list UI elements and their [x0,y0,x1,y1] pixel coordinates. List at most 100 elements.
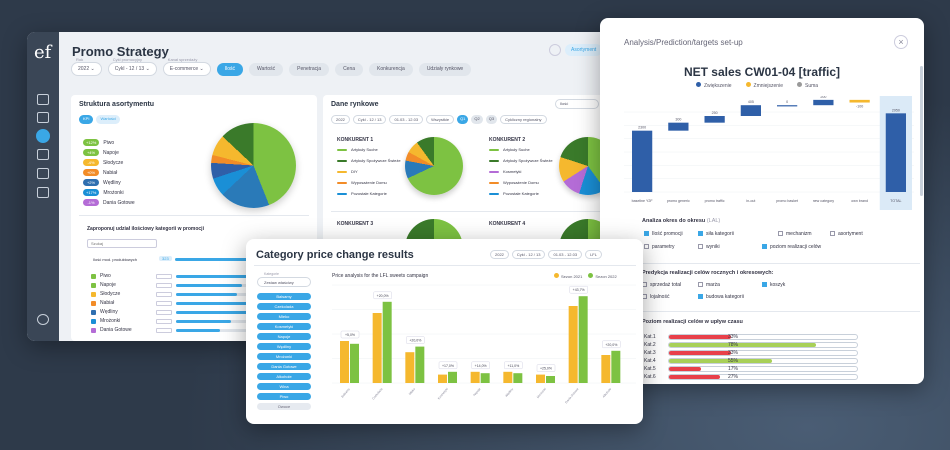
market-q2[interactable]: Q2 [471,115,483,124]
waterfall-value: 2300 [638,126,646,130]
bar-2022 [513,373,523,383]
bar-data-label-bg [340,330,360,339]
waterfall-tick-label: own brand [851,199,868,203]
cycle-select[interactable]: Cykl promocyjny Cykl - 12 / 13 ⌄ [107,57,157,76]
strategy-icon[interactable] [36,129,50,143]
category-slider[interactable] [176,301,286,305]
market-cycle[interactable]: Cykl - 12 / 13 [352,115,387,124]
chart-legend: Sezon 2021 Sezon 2022 [554,273,617,279]
market-region[interactable]: Cykliczny regionalny [500,115,547,124]
chip-konkurencja[interactable]: Konkurencja [369,63,413,76]
category-slider[interactable] [176,319,286,323]
market-select[interactable]: Ilość [555,99,599,109]
category-button[interactable]: Mrożonki [257,353,311,360]
qty-input[interactable] [156,282,172,288]
market-all[interactable]: Wszystkie [426,115,455,124]
period-checkbox[interactable]: asortyment [830,231,863,237]
chart-year[interactable]: 2022 [490,250,509,259]
market-q3[interactable]: Q3 [485,115,498,124]
competitor-2-title: KONKURENT 2 [489,137,526,143]
qty-input[interactable] [156,318,172,324]
chip-wartosc[interactable]: Wartość [249,63,284,76]
net-sales-waterfall-chart: 2300 baseline Y2F 300 promo generic 250 promo… [624,96,914,210]
prediction-checkbox[interactable]: marża [698,282,720,288]
period-checkbox[interactable]: parametry [644,244,675,250]
bar-data-label-bg [438,361,458,370]
market-q1[interactable]: Q1 [457,115,469,124]
category-slider[interactable] [176,292,286,296]
search-input[interactable] [87,239,157,248]
calendar-icon[interactable] [37,187,49,198]
period-checkbox[interactable]: poziom realizacji celów [762,244,821,250]
x-tick-label: Mrożonki [536,387,547,399]
category-slider[interactable] [176,310,286,314]
document-icon[interactable] [37,112,49,123]
waterfall-tick-label: promo generic [667,199,690,203]
market-dates[interactable]: 01.03 - 12.03 [389,115,424,124]
assortment-button[interactable]: Asortyment [565,44,603,56]
qty-input[interactable] [156,309,172,315]
prediction-checkbox[interactable]: sprzedaż total [642,282,681,288]
category-button[interactable]: Dania Gotowe [257,363,311,370]
pencil-icon[interactable] [37,149,49,160]
mail-icon[interactable] [37,168,49,179]
competitor-legend-item: Artykuły Spożywcze Świeże [489,158,563,163]
chart-lfl[interactable]: LFL [585,250,602,259]
prediction-checkbox[interactable]: lojalność [642,294,669,300]
qty-input[interactable] [156,300,172,306]
scrollbar[interactable] [920,66,923,196]
category-button[interactable]: Balsamy [257,293,311,300]
category-button[interactable]: Wędliny [257,343,311,350]
search-icon[interactable] [549,44,561,56]
bar-data-label-bg [373,291,392,300]
bar-2021 [438,374,447,383]
market-year[interactable]: 2022 [331,115,350,124]
category-select[interactable]: Zestaw właściwy [257,277,311,287]
toggle-kpi[interactable]: KPI [79,115,94,124]
level-bar-fill [669,367,701,371]
count-slider[interactable] [175,258,295,261]
chevron-down-icon[interactable]: ⌄ [160,47,166,54]
category-slider[interactable] [176,328,286,332]
period-checkbox[interactable]: mechanizm [778,231,812,237]
category-button[interactable]: Czekolada [257,303,311,310]
competitor-1-pie [405,137,463,195]
category-name: Mrożonki [100,318,121,324]
bar-data-label: +20,0% [605,343,617,347]
close-icon[interactable]: × [894,35,908,49]
chart-dates[interactable]: 01.03 - 12.03 [548,250,583,259]
period-checkbox[interactable]: wyniki [698,244,720,250]
period-checkbox[interactable]: siła kategorii [698,231,734,237]
category-name: Słodycze [103,159,124,166]
category-button[interactable]: Mleko [257,313,311,320]
category-button[interactable]: Napoje [257,333,311,340]
box-icon[interactable] [37,94,49,105]
chip-ilosc[interactable]: Ilość [216,63,243,76]
chart-cycle[interactable]: Cykl - 12 / 13 [511,250,546,259]
category-button[interactable]: Alkohole [257,373,311,380]
competitor-3-title: KONKURENT 3 [337,221,374,227]
category-button[interactable]: Kosmetyki [257,323,311,330]
qty-input[interactable] [156,327,172,333]
qty-input[interactable] [156,273,172,279]
period-checkbox[interactable]: Ilość promocji [644,231,683,237]
chip-cena[interactable]: Cena [335,63,364,76]
waterfall-value: 2950 [892,108,900,112]
category-name: Słodycze [100,291,121,297]
category-slider[interactable] [176,274,286,278]
toggle-values[interactable]: Wartości [96,115,120,124]
category-button[interactable]: Owoce [257,403,311,410]
year-select[interactable]: Rok 2022 ⌄ [71,57,102,76]
competitor-legend-item: Artykuły Suche [489,147,563,152]
category-slider[interactable] [176,283,286,287]
channel-select[interactable]: Kanał sprzedaży E-commerce ⌄ [162,57,211,76]
category-button[interactable]: Piwo [257,393,311,400]
user-icon[interactable] [37,314,49,325]
waterfall-bar [885,113,906,192]
prediction-checkbox[interactable]: budowa kategorii [698,294,744,300]
prediction-checkbox[interactable]: koszyk [762,282,785,288]
chip-udzialy[interactable]: Udziały rynkowe [418,63,472,76]
category-button[interactable]: Wina [257,383,311,390]
qty-input[interactable] [156,291,172,297]
chip-penetracja[interactable]: Penetracja [289,63,330,76]
